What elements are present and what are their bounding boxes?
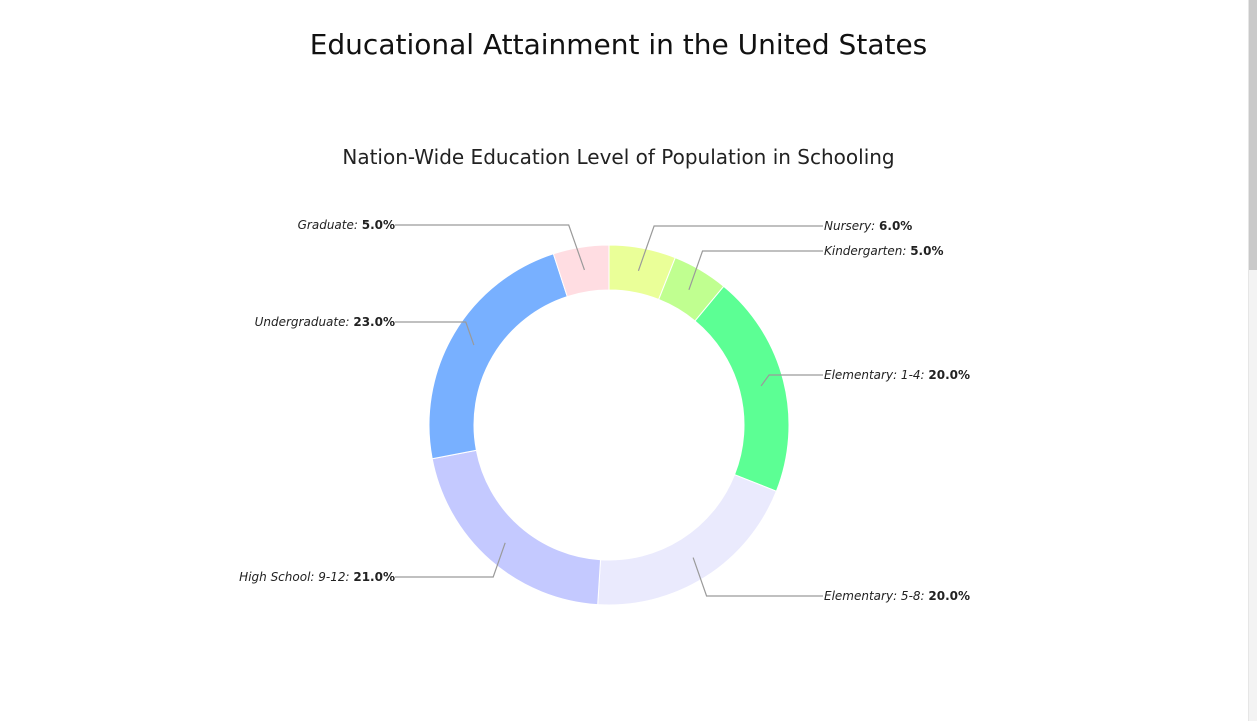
- label-value: 20.0%: [928, 589, 970, 603]
- slice-undergraduate[interactable]: [428, 253, 568, 460]
- slice-elementary-5-8[interactable]: [597, 474, 778, 606]
- label-value: 23.0%: [353, 315, 395, 329]
- slice-elementary-1-4[interactable]: [694, 285, 790, 492]
- leader-lines-layer: [395, 224, 823, 597]
- label-category: Nursery:: [824, 219, 879, 233]
- data-label-kindergarten: Kindergarten: 5.0%: [824, 244, 943, 258]
- data-label-elementary-5-8: Elementary: 5-8: 20.0%: [824, 589, 970, 603]
- vertical-scrollbar[interactable]: [1248, 0, 1257, 721]
- leader-line-undergraduate: [395, 321, 475, 346]
- label-category: Elementary: 1-4:: [824, 368, 928, 382]
- label-value: 21.0%: [353, 570, 395, 584]
- label-category: Undergraduate:: [255, 315, 354, 329]
- chart-title: Nation-Wide Education Level of Populatio…: [342, 145, 895, 169]
- data-label-undergraduate: Undergraduate: 23.0%: [255, 315, 395, 329]
- label-value: 5.0%: [910, 244, 943, 258]
- leader-line-kindergarten: [688, 250, 823, 291]
- label-value: 5.0%: [362, 218, 395, 232]
- data-label-nursery: Nursery: 6.0%: [824, 219, 912, 233]
- labels-layer: Nursery: 6.0% Kindergarten: 5.0% Elementar…: [239, 218, 970, 603]
- label-category: Elementary: 5-8:: [824, 589, 928, 603]
- slice-graduate[interactable]: [552, 244, 610, 298]
- label-category: High School: 9-12:: [239, 570, 353, 584]
- leader-line-nursery: [637, 225, 823, 271]
- slice-high-school-9-12[interactable]: [431, 449, 602, 606]
- leader-line-graduate: [395, 224, 586, 271]
- page-title: Educational Attainment in the United Sta…: [309, 28, 928, 61]
- slices-layer: [428, 244, 790, 606]
- data-label-graduate: Graduate: 5.0%: [298, 218, 395, 232]
- label-value: 20.0%: [928, 368, 970, 382]
- label-value: 6.0%: [879, 219, 912, 233]
- data-label-high-school-9-12: High School: 9-12: 21.0%: [239, 570, 395, 584]
- scrollbar-thumb[interactable]: [1249, 0, 1257, 270]
- label-category: Graduate:: [298, 218, 362, 232]
- leader-line-elementary-1-4: [760, 374, 823, 387]
- leader-line-elementary-5-8: [692, 557, 823, 597]
- data-label-elementary-1-4: Elementary: 1-4: 20.0%: [824, 368, 970, 382]
- label-category: Kindergarten:: [824, 244, 910, 258]
- leader-line-high-school-9-12: [395, 542, 506, 578]
